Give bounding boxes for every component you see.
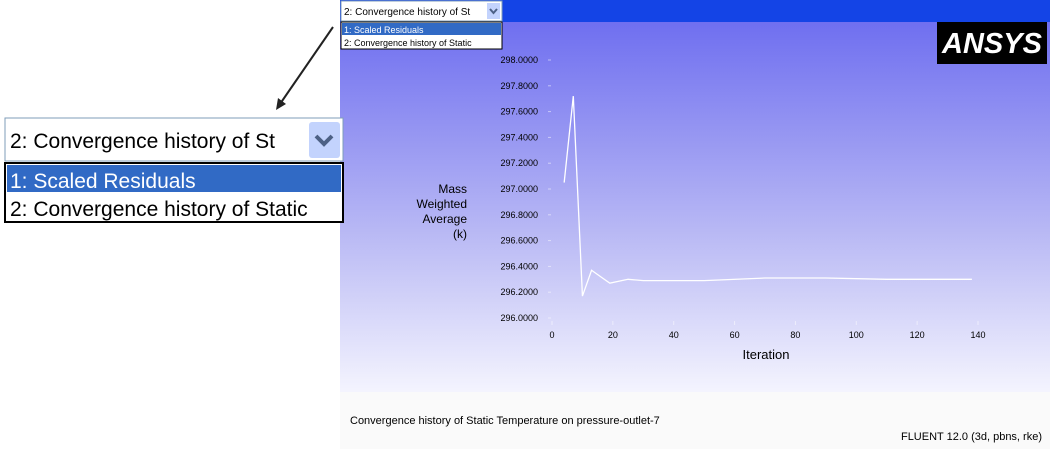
dropdown-option[interactable]: 1: Scaled Residuals xyxy=(344,25,424,35)
dropdown-selected: 2: Convergence history of St xyxy=(344,7,470,18)
y-tick-label: 298.0000 xyxy=(500,55,538,65)
y-axis-label: Weighted xyxy=(417,197,467,211)
x-axis-label: Iteration xyxy=(743,347,790,362)
version: FLUENT 12.0 (3d, pbns, rke) xyxy=(901,431,1042,443)
highlight xyxy=(7,165,341,192)
highlight xyxy=(342,23,501,35)
zoom-option: 2: Convergence history of Static xyxy=(10,198,308,221)
caption: Convergence history of Static Temperatur… xyxy=(350,415,660,427)
zoom-selected: 2: Convergence history of St xyxy=(10,130,275,153)
x-tick-label: 80 xyxy=(790,330,800,340)
y-tick-label: 296.2000 xyxy=(500,287,538,297)
y-axis-label: Average xyxy=(423,212,468,226)
x-tick-label: 40 xyxy=(669,330,679,340)
x-tick-label: 60 xyxy=(730,330,740,340)
x-tick-label: 0 xyxy=(549,330,554,340)
y-tick-label: 297.0000 xyxy=(500,184,538,194)
y-tick-label: 296.0000 xyxy=(500,313,538,323)
y-tick-label: 296.4000 xyxy=(500,261,538,271)
y-tick-label: 297.2000 xyxy=(500,158,538,168)
x-tick-label: 100 xyxy=(849,330,864,340)
chevron xyxy=(314,134,334,147)
arrow xyxy=(279,26,334,105)
logo: ANSYS xyxy=(941,28,1043,60)
logo-box xyxy=(937,22,1047,64)
y-axis-label: Mass xyxy=(438,182,467,196)
zoom-option: 1: Scaled Residuals xyxy=(10,170,196,193)
dropdown[interactable] xyxy=(340,0,503,22)
x-tick-label: 120 xyxy=(910,330,925,340)
footer-panel xyxy=(340,392,1050,449)
chevron xyxy=(489,8,498,15)
y-tick-label: 297.4000 xyxy=(500,132,538,142)
zoom-button xyxy=(309,122,340,158)
y-axis-label: (k) xyxy=(453,227,467,241)
y-tick-label: 297.8000 xyxy=(500,81,538,91)
dropdown-option[interactable]: 2: Convergence history of Static xyxy=(344,38,472,48)
dropdown-button[interactable] xyxy=(487,3,500,19)
y-tick-label: 296.6000 xyxy=(500,236,538,246)
y-tick-label: 297.6000 xyxy=(500,107,538,117)
y-tick-label: 296.8000 xyxy=(500,210,538,220)
x-tick-label: 20 xyxy=(608,330,618,340)
data-line xyxy=(563,96,972,297)
x-tick-label: 140 xyxy=(970,330,985,340)
toolbar xyxy=(340,0,1050,22)
graphics-panel xyxy=(340,22,1050,392)
zoom-dropdown xyxy=(4,117,344,162)
arrow-head xyxy=(276,98,286,110)
